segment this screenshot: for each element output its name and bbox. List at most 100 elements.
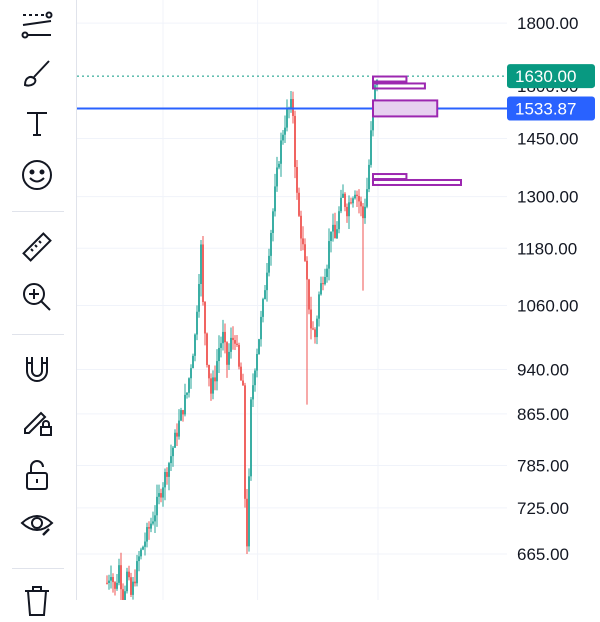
- candle-body: [268, 255, 270, 273]
- candle-body: [184, 394, 186, 415]
- candle: [172, 446, 174, 467]
- candle: [196, 305, 198, 341]
- candle-body: [374, 85, 376, 107]
- candle: [364, 198, 366, 224]
- candle-body: [172, 447, 174, 457]
- candle-body: [226, 342, 228, 365]
- candle-body: [286, 108, 288, 128]
- candle: [238, 342, 240, 370]
- candle: [224, 323, 226, 354]
- candle-body: [154, 515, 156, 522]
- candle-body: [214, 377, 216, 382]
- candle: [230, 327, 232, 359]
- candle-body: [112, 577, 114, 583]
- candle-body: [316, 318, 318, 338]
- chart-overlays: [77, 75, 517, 186]
- candle: [160, 488, 162, 503]
- candle-body: [150, 523, 152, 529]
- emoji-icon[interactable]: [14, 152, 60, 198]
- candle: [286, 99, 288, 132]
- candle-body: [300, 215, 302, 239]
- candle-body: [110, 577, 112, 581]
- candle-body: [116, 582, 118, 589]
- candle: [138, 551, 140, 572]
- candle: [350, 197, 352, 205]
- candle-body: [282, 134, 284, 141]
- candle: [336, 221, 338, 240]
- candle: [166, 467, 168, 485]
- candle: [338, 206, 340, 234]
- candle: [258, 338, 260, 355]
- candle-body: [246, 498, 248, 547]
- candle-body: [284, 127, 286, 135]
- horizontal-line-value: 1533.87: [515, 99, 576, 118]
- lock-drawings-icon[interactable]: [14, 398, 60, 444]
- candle: [132, 576, 134, 600]
- candle-body: [216, 361, 218, 382]
- toolbar-divider: [12, 211, 64, 212]
- candle-body: [194, 334, 196, 356]
- magnet-icon[interactable]: [14, 346, 60, 392]
- candle-body: [130, 577, 132, 595]
- candle-body: [342, 193, 344, 198]
- candle-body: [220, 343, 222, 348]
- candle-body: [244, 385, 246, 499]
- trash-icon[interactable]: [14, 576, 60, 622]
- candle: [370, 121, 372, 168]
- trend-lines-icon[interactable]: [14, 2, 60, 48]
- zoom-in-icon[interactable]: [14, 274, 60, 320]
- candle-body: [230, 337, 232, 352]
- candle: [322, 276, 324, 291]
- price-axis-label: 1300.00: [517, 188, 578, 207]
- volume-profile-bar: [372, 178, 462, 186]
- candle: [294, 110, 296, 179]
- candle: [306, 256, 308, 405]
- candle: [152, 511, 154, 526]
- candle-body: [354, 194, 356, 199]
- price-chart[interactable]: 1800.00 1450.00 1300.00 1180.00 1060.00 940.0…: [77, 0, 600, 600]
- volume-profile-bar: [372, 75, 408, 83]
- candle-body: [136, 561, 138, 584]
- toolbar-divider: [12, 334, 64, 335]
- candle-body: [236, 343, 238, 345]
- candle-body: [132, 581, 134, 595]
- candle-body: [296, 167, 298, 193]
- ruler-icon[interactable]: [14, 224, 60, 270]
- candle-body: [318, 294, 320, 319]
- candle: [242, 373, 244, 386]
- candle-body: [134, 581, 136, 584]
- candle-body: [310, 309, 312, 329]
- candle: [314, 327, 316, 344]
- candle-body: [334, 224, 336, 239]
- candle-body: [152, 521, 154, 524]
- candle-body: [322, 283, 324, 285]
- candle: [264, 284, 266, 300]
- candle-body: [352, 198, 354, 204]
- candle-body: [202, 244, 204, 302]
- candle: [262, 297, 264, 323]
- candle-body: [186, 392, 188, 395]
- candle: [316, 315, 318, 345]
- eye-icon[interactable]: [14, 500, 60, 546]
- candle-body: [204, 301, 206, 334]
- brush-icon[interactable]: [14, 50, 60, 96]
- candle-body: [192, 355, 194, 369]
- candle: [110, 565, 112, 589]
- candle: [274, 173, 276, 217]
- candle-body: [238, 344, 240, 367]
- unlock-icon[interactable]: [14, 452, 60, 498]
- candle: [192, 353, 194, 369]
- candle-body: [222, 331, 224, 344]
- candle: [208, 364, 210, 387]
- candle: [362, 203, 364, 291]
- candle-body: [308, 279, 310, 310]
- candle: [228, 343, 230, 371]
- candle-body: [128, 571, 130, 578]
- candle: [168, 461, 170, 491]
- text-icon[interactable]: [14, 100, 60, 146]
- candle-body: [174, 432, 176, 448]
- candle-body: [160, 493, 162, 498]
- candle-body: [178, 420, 180, 437]
- candle: [344, 192, 346, 212]
- candle: [268, 248, 270, 277]
